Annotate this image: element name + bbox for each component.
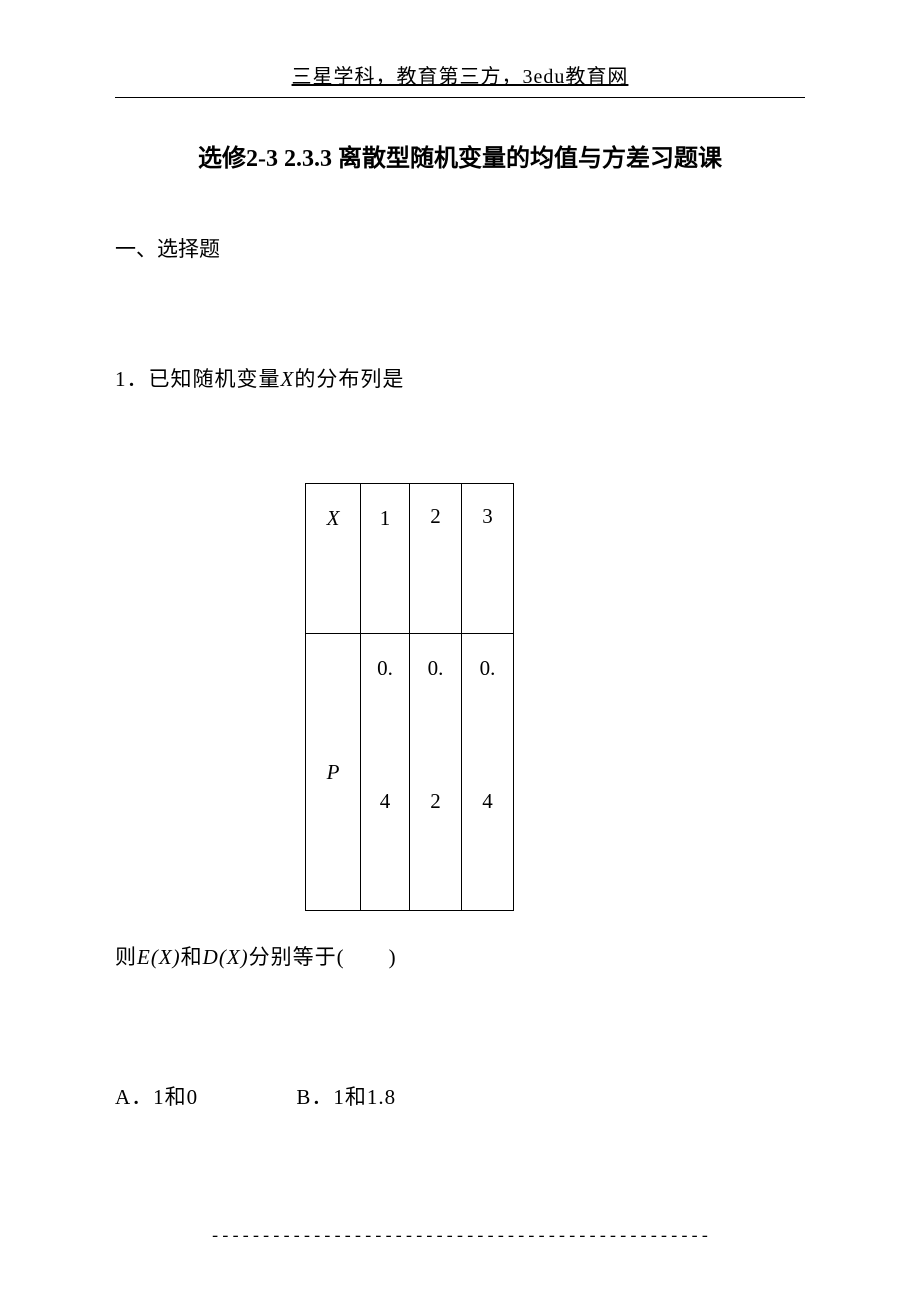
var-d: D	[203, 945, 219, 969]
question-text-a: 已知随机变量	[149, 367, 281, 391]
document-title: 选修2-3 2.3.3 离散型随机变量的均值与方差习题课	[115, 138, 805, 173]
text: 和	[181, 945, 203, 969]
table-row: X 1 2 3	[306, 484, 514, 634]
question-1: 1．已知随机变量X的分布列是	[115, 363, 805, 393]
question-number: 1．	[115, 367, 149, 391]
header-rule	[115, 97, 805, 98]
table-cell-x-label: X	[306, 484, 361, 634]
cell-value-top: 0.	[410, 656, 461, 681]
question-var: X	[281, 367, 295, 391]
cell-value-bot: 4	[462, 789, 513, 814]
title-main: 离散型随机变量的均值与方差习题课	[338, 146, 722, 172]
table-cell: 2	[410, 484, 462, 634]
question-text-b: 的分布列是	[294, 367, 404, 391]
text: 则	[115, 945, 137, 969]
cell-value-bot: 2	[410, 789, 461, 814]
table-cell-p-label: P	[306, 634, 361, 911]
table-cell: 3	[462, 484, 514, 634]
page-header: 三星学科，教育第三方，3edu教育网	[115, 60, 805, 89]
table-cell: 1	[361, 484, 410, 634]
table-cell: 0. 4	[361, 634, 410, 911]
distribution-table: X 1 2 3 P 0. 4 0. 2 0. 4	[305, 483, 514, 911]
table-cell: 0. 2	[410, 634, 462, 911]
answer-options: A．1和0 B．1和1.8	[115, 1081, 805, 1111]
cell-value-bot: 4	[361, 789, 409, 814]
var-x: (X)	[151, 945, 181, 969]
cell-value-top: 0.	[361, 656, 409, 681]
title-prefix: 选修2-3 2.3.3	[198, 146, 338, 172]
table-row: P 0. 4 0. 2 0. 4	[306, 634, 514, 911]
section-heading: 一、选择题	[115, 233, 805, 263]
question-tail: 则E(X)和D(X)分别等于( )	[115, 941, 805, 971]
option-a: A．1和0	[115, 1081, 198, 1111]
table-cell: 0. 4	[462, 634, 514, 911]
cell-value-top: 0.	[462, 656, 513, 681]
page-footer-rule: ----------------------------------------…	[0, 1228, 920, 1247]
var-x: (X)	[219, 945, 249, 969]
option-b: B．1和1.8	[296, 1081, 396, 1111]
var-e: E	[137, 945, 151, 969]
text: 分别等于( )	[249, 945, 397, 969]
